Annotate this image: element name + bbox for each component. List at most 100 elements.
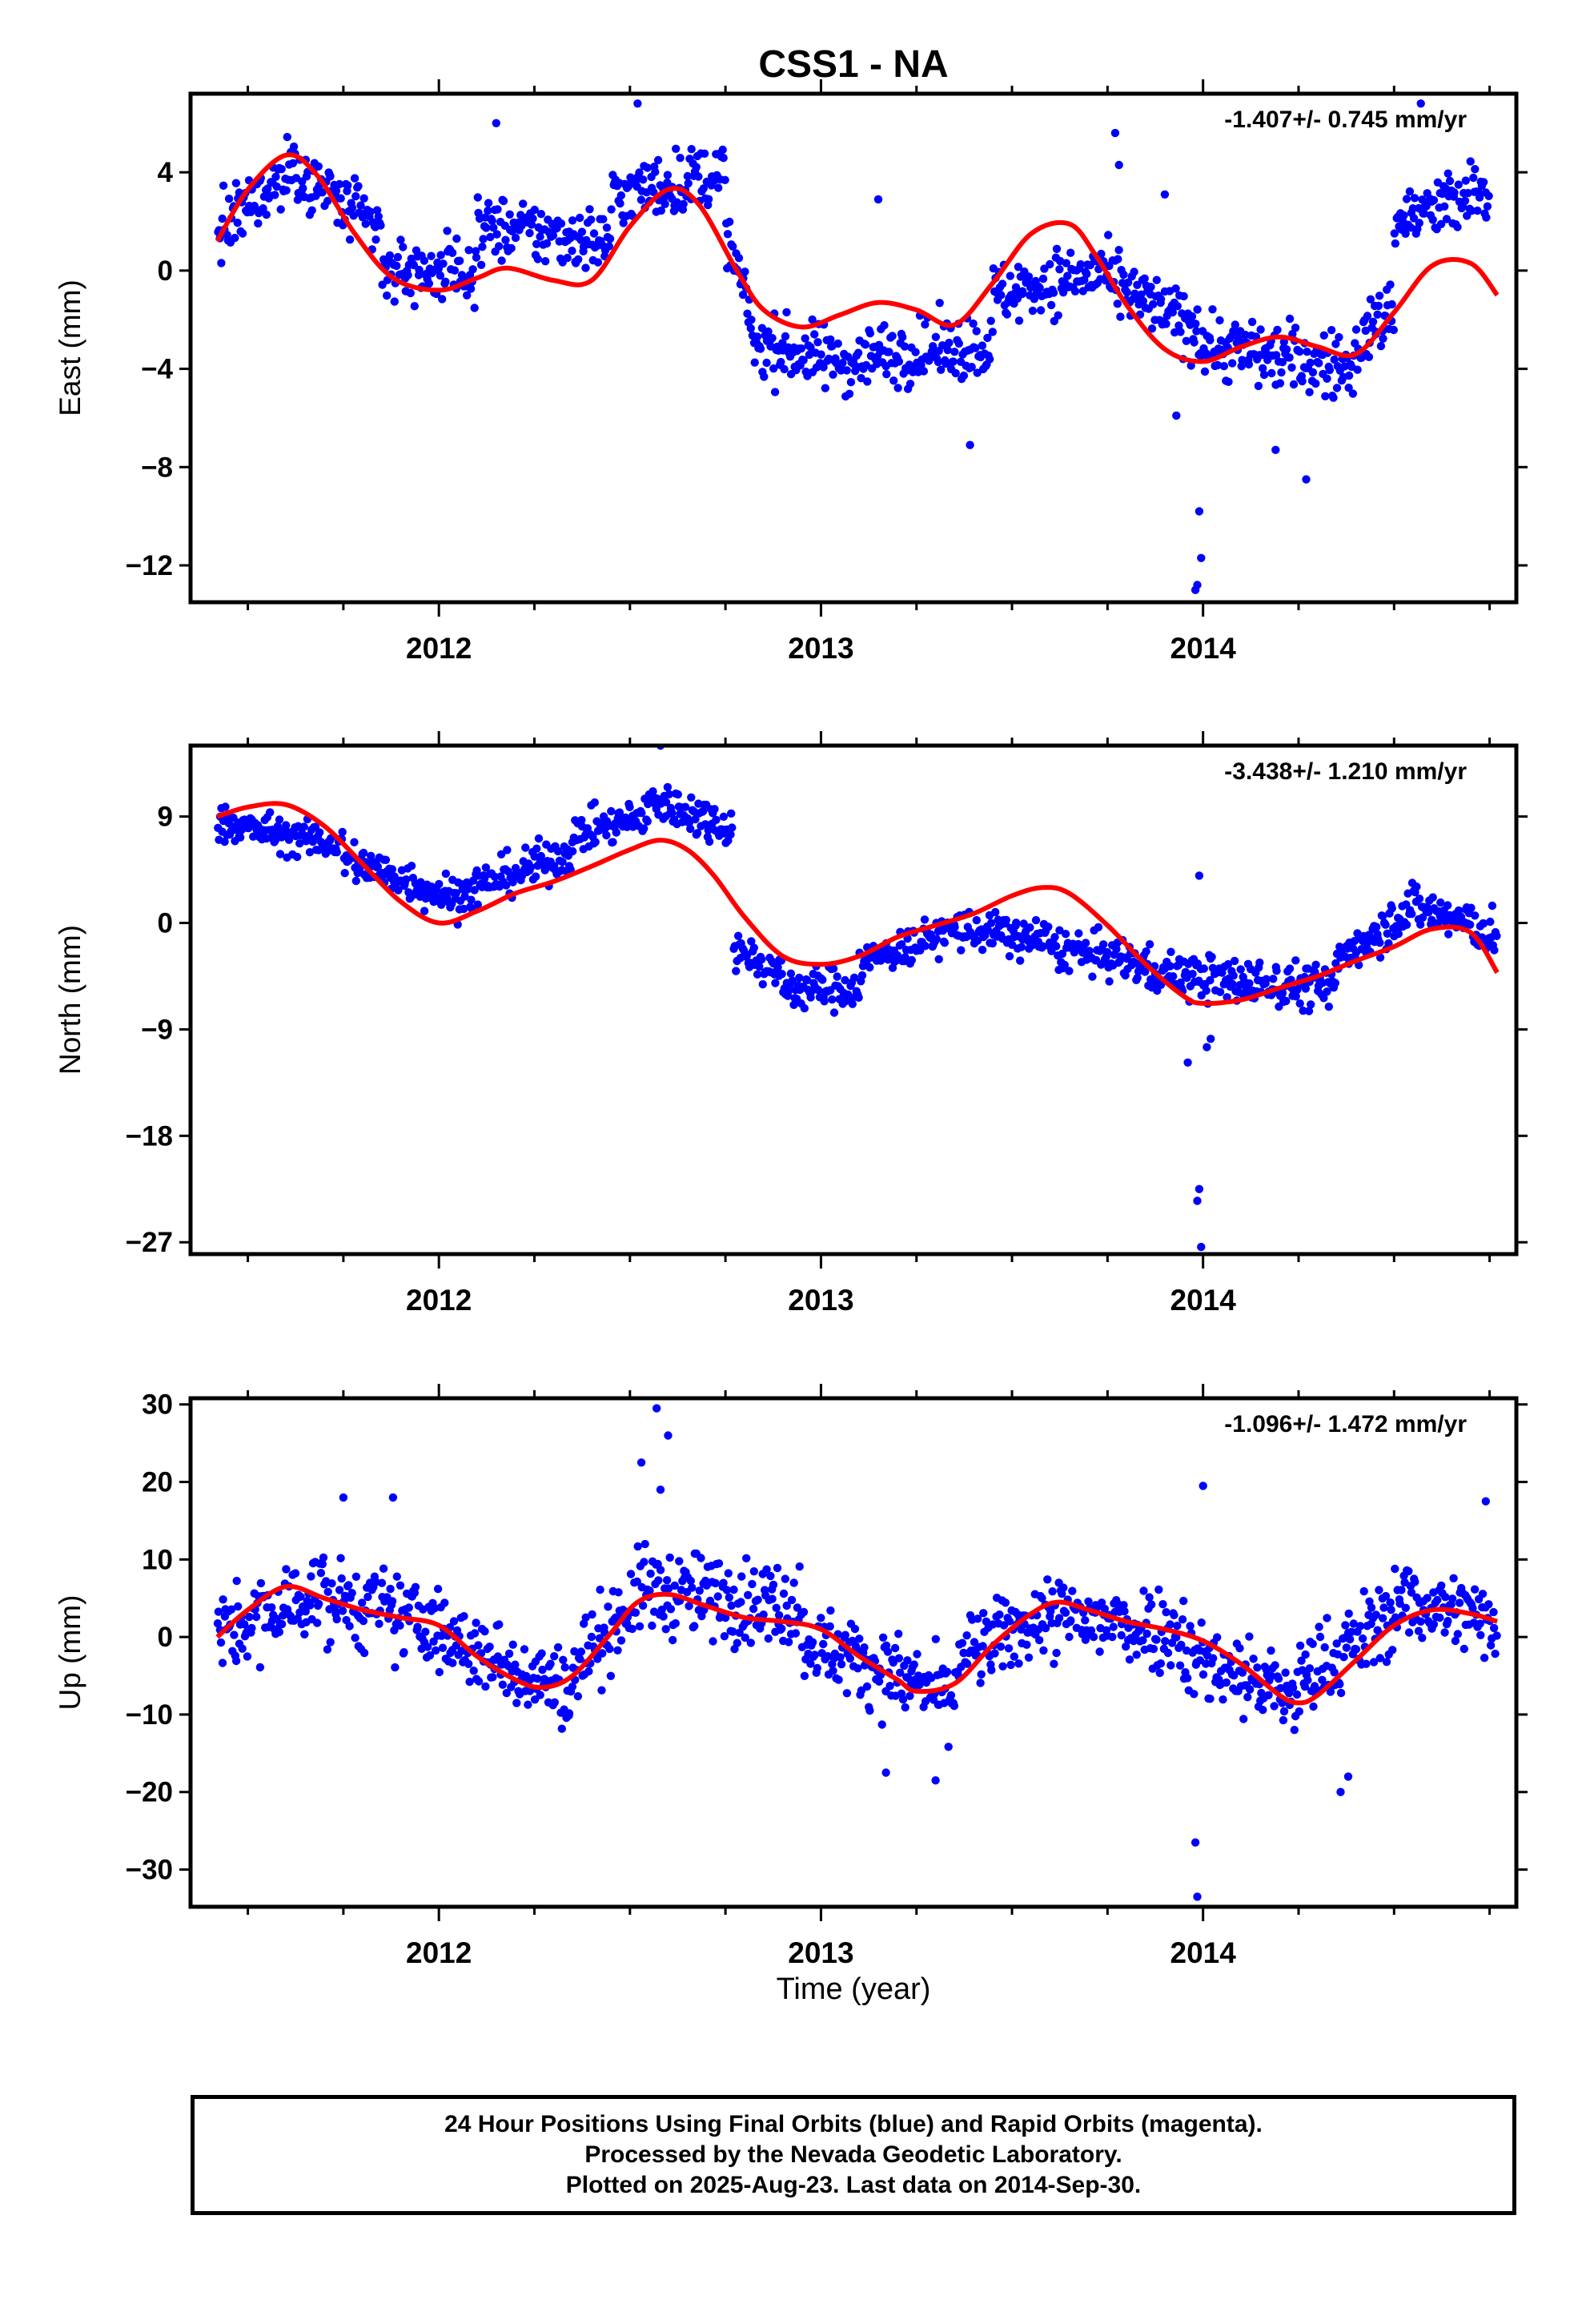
data-point [534,834,544,843]
data-point [714,1559,724,1568]
data-point [1038,274,1048,283]
data-point [1187,312,1197,321]
data-point [1094,923,1103,932]
data-point [1282,996,1291,1006]
data-point [271,191,279,199]
data-point [944,1743,953,1751]
data-point [420,256,429,265]
data-point [1122,287,1131,297]
data-point [1133,280,1142,289]
data-point [468,876,478,885]
data-point [1129,1636,1138,1646]
data-point [1002,310,1012,319]
data-point [238,229,247,238]
data-point [695,1586,704,1595]
data-point [729,1585,738,1594]
footer-line-2: Processed by the Nevada Geodetic Laborat… [584,2141,1122,2168]
data-point [1476,1619,1484,1628]
data-point [213,1619,223,1628]
data-point [1480,1654,1489,1663]
data-point [576,1655,584,1663]
data-point [737,1598,745,1606]
data-point [687,145,696,154]
data-point [553,1642,563,1652]
data-point [829,1667,837,1675]
data-point [323,1587,332,1597]
data-point [720,1632,729,1641]
data-point [813,1663,821,1673]
data-point [734,254,744,263]
data-point [1387,1606,1395,1614]
data-point [498,1680,508,1689]
data-point [1454,180,1464,189]
data-point [1344,384,1353,392]
data-point [415,265,424,275]
data-point [1433,1595,1442,1605]
data-point [598,1649,607,1658]
data-point [1355,1622,1365,1630]
data-point [1275,379,1285,388]
data-point [1382,1658,1391,1667]
data-point [387,865,397,874]
data-point [1014,263,1023,271]
data-point [327,1579,336,1588]
data-point [1471,165,1480,174]
data-point [705,837,714,846]
data-point [1323,374,1331,383]
data-point [593,1655,602,1663]
data-point [452,889,460,898]
data-point [907,955,917,965]
data-point [430,1604,440,1613]
data-point [587,1632,596,1642]
data-point [1239,1715,1248,1723]
data-point [383,291,391,300]
data-point [1055,265,1064,274]
data-point [1443,169,1452,178]
data-point [465,1677,474,1687]
data-point [1488,901,1497,911]
data-point [913,1650,921,1659]
data-point [1353,365,1362,374]
data-point [282,821,291,830]
data-point [1028,306,1038,316]
data-point [806,343,815,352]
data-point [1324,1002,1334,1011]
data-point [553,846,563,856]
data-point [962,1659,972,1668]
data-point [1206,975,1215,985]
data-point [456,256,464,265]
data-point [1259,364,1267,373]
data-point [1140,274,1149,283]
data-point [564,1709,574,1718]
data-point [950,1702,959,1711]
data-point [492,230,501,239]
data-point [1044,923,1053,931]
data-point [987,1666,996,1675]
data-point [404,1603,413,1612]
data-point [848,999,857,1008]
data-point [877,1720,886,1729]
data-point [1374,301,1383,311]
data-point [435,879,444,889]
data-point [1082,269,1091,279]
data-point [1416,920,1425,929]
data-point [878,1633,888,1642]
data-point [729,1627,737,1636]
data-point [967,363,976,372]
data-point [611,1613,620,1622]
data-point [1468,1604,1477,1613]
data-point [1390,229,1399,238]
data-point [1116,312,1125,321]
data-point [1330,1668,1339,1677]
outlier-point [636,1458,646,1467]
data-point [1213,1633,1222,1642]
data-point [276,205,285,214]
data-point [724,1569,733,1578]
data-point [685,1602,693,1610]
data-point [633,1542,642,1551]
data-point [478,243,487,251]
data-point [1049,288,1058,297]
data-point [350,174,359,183]
data-point [1197,1618,1206,1627]
data-point [1200,367,1210,376]
